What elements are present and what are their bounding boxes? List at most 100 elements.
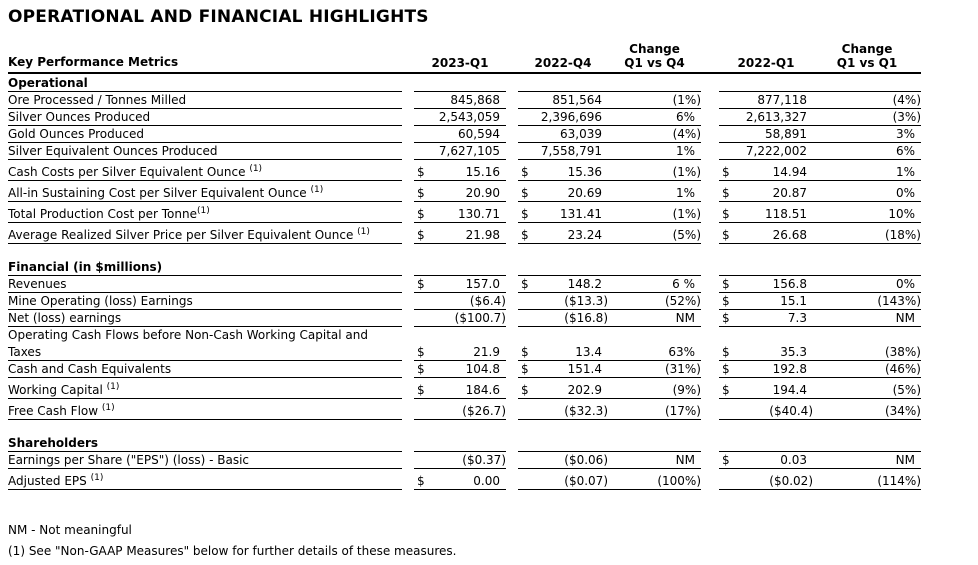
dollar-2023-q1: $ — [414, 468, 428, 490]
column-gap — [402, 73, 414, 91]
dollar-2022-q4: $ — [518, 360, 532, 378]
value-2022-q1: 20.87 — [733, 180, 813, 202]
metric-label-text: Free Cash Flow — [8, 403, 102, 418]
value-2023-q1: 15.16 — [428, 159, 506, 181]
table-header-row: Key Performance Metrics 2023-Q1 2022-Q4 … — [8, 40, 921, 74]
column-gap — [402, 451, 414, 468]
change-q1-vs-q4 — [608, 433, 701, 452]
dollar-2022-q4 — [518, 451, 532, 469]
dollar-2022-q1 — [719, 419, 733, 433]
change-q1-vs-q4: (100%) — [608, 468, 701, 490]
metric-label-text: Working Capital — [8, 382, 107, 397]
table-row: Cash Costs per Silver Equivalent Ounce (… — [8, 159, 921, 181]
change-q1-vs-q4: (31%) — [608, 360, 701, 378]
dollar-2022-q4 — [518, 326, 532, 343]
dollar-2022-q1: $ — [719, 159, 733, 181]
dollar-2022-q4 — [518, 125, 532, 143]
value-2023-q1: ($6.4) — [428, 292, 506, 310]
dollar-2022-q1 — [719, 73, 733, 92]
metric-label-text: Revenues — [8, 276, 67, 291]
change-q1-vs-q1: 0% — [813, 180, 921, 202]
table-row: Total Production Cost per Tonne(1) $130.7… — [8, 201, 921, 223]
value-2022-q4: 851,564 — [532, 91, 608, 109]
metric-label: Operating Cash Flows before Non-Cash Wor… — [8, 326, 402, 343]
value-2022-q1: 26.68 — [733, 222, 813, 244]
column-gap — [506, 222, 518, 243]
column-gap — [506, 243, 518, 257]
column-gap — [506, 309, 518, 326]
dollar-2022-q4: $ — [518, 201, 532, 223]
dollar-2023-q1: $ — [414, 180, 428, 202]
value-2022-q1: 15.1 — [733, 292, 813, 310]
change-q1-vs-q4 — [608, 326, 701, 343]
column-gap — [701, 180, 719, 201]
metric-label: Average Realized Silver Price per Silver… — [8, 222, 402, 244]
value-2022-q1: ($0.02) — [733, 468, 813, 490]
col-header-change-q1-vs-q4: Change Q1 vs Q4 — [608, 40, 701, 74]
change-q1-vs-q1: (3%) — [813, 108, 921, 126]
change-q1-vs-q1 — [813, 73, 921, 92]
dollar-2022-q4: $ — [518, 275, 532, 293]
metric-label-text: Cash Costs per Silver Equivalent Ounce — [8, 164, 250, 179]
change-q1-vs-q1: (4%) — [813, 91, 921, 109]
dollar-2022-q1 — [719, 91, 733, 109]
metric-label: Silver Equivalent Ounces Produced — [8, 142, 402, 160]
dollar-2022-q4 — [518, 419, 532, 433]
change-q1-vs-q4: (9%) — [608, 377, 701, 399]
dollar-2023-q1: $ — [414, 360, 428, 378]
column-gap — [506, 468, 518, 489]
dollar-2022-q1 — [719, 108, 733, 126]
value-2023-q1 — [428, 419, 506, 433]
column-gap — [506, 201, 518, 222]
metric-label-text: Taxes — [8, 344, 42, 359]
value-2023-q1 — [428, 243, 506, 257]
column-gap — [701, 360, 719, 377]
metric-label: Revenues — [8, 275, 402, 293]
value-2022-q4: 63,039 — [532, 125, 608, 143]
value-2023-q1 — [428, 257, 506, 276]
metric-label-text: Ore Processed / Tonnes Milled — [8, 92, 187, 107]
change-q1-vs-q1: 1% — [813, 159, 921, 181]
column-gap — [506, 360, 518, 377]
change-q1-vs-q1: (18%) — [813, 222, 921, 244]
dollar-2022-q1 — [719, 326, 733, 343]
table-row: Cash and Cash Equivalents $104.8 $151.4 (31… — [8, 360, 921, 378]
dollar-2023-q1: $ — [414, 377, 428, 399]
dollar-2022-q4 — [518, 91, 532, 109]
col-header-2022-q4: 2022-Q4 — [518, 40, 608, 74]
column-gap — [402, 201, 414, 222]
value-2022-q4: 131.41 — [532, 201, 608, 223]
metric-label-text: Silver Ounces Produced — [8, 109, 151, 124]
dollar-2023-q1 — [414, 398, 428, 420]
change-q1-vs-q1: 10% — [813, 201, 921, 223]
dollar-2022-q1: $ — [719, 360, 733, 378]
value-2022-q4: 7,558,791 — [532, 142, 608, 160]
dollar-2022-q4 — [518, 433, 532, 452]
column-gap — [402, 360, 414, 377]
dollar-2022-q4 — [518, 142, 532, 160]
header-gap — [506, 40, 518, 74]
dollar-2022-q1 — [719, 398, 733, 420]
dollar-2023-q1: $ — [414, 275, 428, 293]
change-q1-vs-q4: (1%) — [608, 201, 701, 223]
footnote-marker: (1) — [249, 163, 263, 174]
metric-label: Total Production Cost per Tonne(1) — [8, 201, 402, 223]
value-2022-q4 — [532, 433, 608, 452]
kpi-table-body: Operational Ore Processed / Tonnes Milled… — [8, 73, 921, 490]
column-gap — [506, 257, 518, 275]
value-2023-q1: 845,868 — [428, 91, 506, 109]
value-2022-q1: 156.8 — [733, 275, 813, 293]
section-row: Shareholders — [8, 433, 921, 452]
column-gap — [701, 275, 719, 292]
dollar-2022-q1 — [719, 433, 733, 452]
dollar-2022-q1 — [719, 257, 733, 276]
dollar-2022-q4 — [518, 309, 532, 327]
value-2022-q1 — [733, 243, 813, 257]
metric-label — [8, 243, 402, 257]
metric-label-text: Silver Equivalent Ounces Produced — [8, 143, 218, 158]
table-row: Working Capital (1) $184.6 $202.9 (9%) $194.… — [8, 377, 921, 399]
table-row: Mine Operating (loss) Earnings ($6.4) ($13… — [8, 292, 921, 310]
metric-label: Ore Processed / Tonnes Milled — [8, 91, 402, 109]
note-nm: NM - Not meaningful — [8, 522, 132, 537]
